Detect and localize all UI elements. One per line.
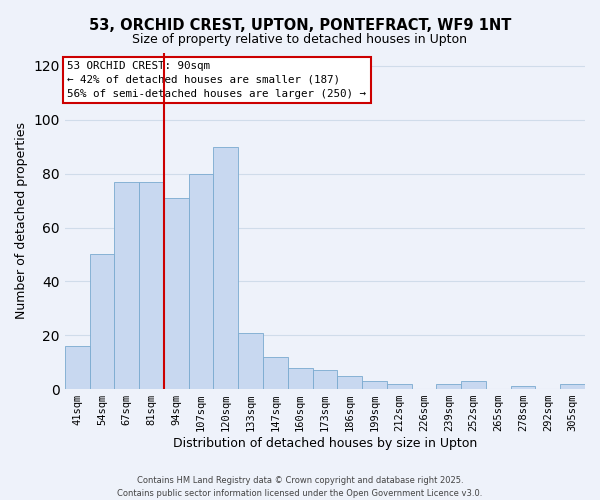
Bar (436, 384, 461, 389)
Bar (313, 370, 337, 389)
Bar (188, 174, 214, 389)
Bar (65, 346, 89, 389)
Bar (263, 357, 288, 389)
Bar (139, 182, 164, 389)
Bar (214, 146, 238, 389)
Y-axis label: Number of detached properties: Number of detached properties (15, 122, 28, 320)
Bar (89, 254, 115, 389)
Bar (115, 182, 139, 389)
Bar (337, 376, 362, 389)
Bar (288, 368, 313, 389)
Text: Size of property relative to detached houses in Upton: Size of property relative to detached ho… (133, 32, 467, 46)
Bar (238, 332, 263, 389)
Bar (511, 386, 535, 389)
Bar (461, 381, 486, 389)
X-axis label: Distribution of detached houses by size in Upton: Distribution of detached houses by size … (173, 437, 477, 450)
Bar (387, 384, 412, 389)
Text: 53 ORCHID CREST: 90sqm
← 42% of detached houses are smaller (187)
56% of semi-de: 53 ORCHID CREST: 90sqm ← 42% of detached… (67, 61, 367, 99)
Bar (164, 198, 188, 389)
Bar (362, 381, 387, 389)
Bar (560, 384, 585, 389)
Text: 53, ORCHID CREST, UPTON, PONTEFRACT, WF9 1NT: 53, ORCHID CREST, UPTON, PONTEFRACT, WF9… (89, 18, 511, 32)
Text: Contains HM Land Registry data © Crown copyright and database right 2025.
Contai: Contains HM Land Registry data © Crown c… (118, 476, 482, 498)
